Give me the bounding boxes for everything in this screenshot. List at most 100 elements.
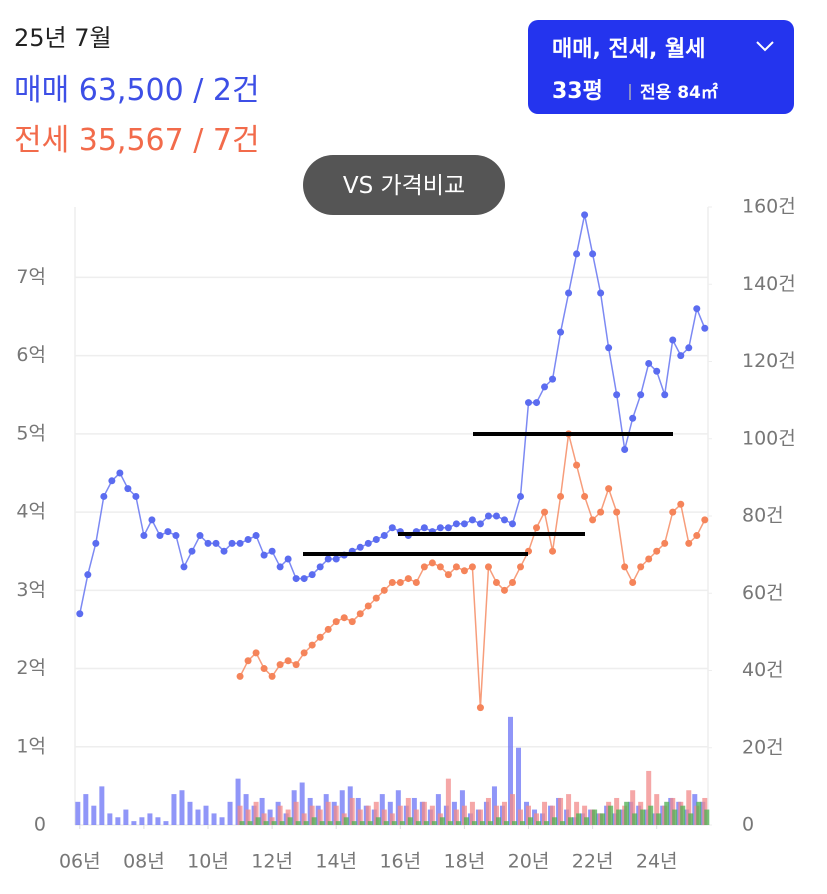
volume-bar xyxy=(534,813,540,825)
price-point xyxy=(508,578,516,586)
volume-bar xyxy=(461,805,467,825)
price-point xyxy=(356,610,364,618)
volume-bar xyxy=(279,821,285,825)
price-point xyxy=(412,578,420,586)
price-point xyxy=(396,578,404,586)
volume-bar xyxy=(493,805,499,825)
y-tick-label: 3억 xyxy=(16,579,46,601)
volume-bar xyxy=(295,821,301,825)
price-point xyxy=(452,520,460,528)
price-point xyxy=(100,492,108,500)
volume-bar xyxy=(485,797,491,825)
volume-bar xyxy=(261,813,267,825)
price-point xyxy=(268,547,276,555)
volume-bar xyxy=(339,790,345,825)
compare-label[interactable]: VS 가격비교 xyxy=(343,173,465,199)
price-point xyxy=(645,359,653,367)
volume-bar xyxy=(367,821,373,825)
volume-bar xyxy=(479,821,485,825)
price-point xyxy=(549,375,557,383)
filter-button[interactable]: 매매, 전세, 월세 33평 전용 84㎡ xyxy=(528,20,794,114)
price-point xyxy=(284,657,292,665)
price-point xyxy=(388,524,396,532)
volume-bar xyxy=(477,809,483,825)
volume-bar xyxy=(237,805,243,825)
chevron[interactable] xyxy=(756,41,774,52)
price-point xyxy=(492,512,500,520)
price-point xyxy=(621,563,629,571)
volume-bar xyxy=(179,790,185,825)
volume-bar xyxy=(413,809,419,825)
x-tick-label: 10년 xyxy=(187,851,229,873)
compare-bg[interactable] xyxy=(303,155,505,215)
price-point xyxy=(701,324,709,332)
volume-bar xyxy=(187,801,193,825)
volume-bar xyxy=(131,821,137,825)
price-point xyxy=(132,492,140,500)
volume-bar xyxy=(463,817,469,825)
volume-bar xyxy=(219,817,225,825)
y2-tick-label: 100건 xyxy=(742,427,796,449)
x-tick-label: 24년 xyxy=(636,851,678,873)
y-tick-label: 4억 xyxy=(16,501,46,523)
price-point xyxy=(533,524,541,532)
volume-bar xyxy=(383,821,389,825)
volume-bar xyxy=(343,817,349,825)
y2-tick-label: 0 xyxy=(742,814,754,836)
price-point xyxy=(300,649,308,657)
y2-tick-label: 160건 xyxy=(742,196,796,218)
volume-bar xyxy=(319,821,325,825)
y-tick-label: 2억 xyxy=(16,657,46,679)
price-point xyxy=(444,524,452,532)
volume-bar xyxy=(91,805,97,825)
volume-bar xyxy=(171,794,177,825)
volume-bar xyxy=(455,821,461,825)
compare-button[interactable]: VS 가격비교 xyxy=(303,155,505,215)
price-point xyxy=(148,516,156,524)
price-point xyxy=(581,211,589,219)
price-point xyxy=(565,289,573,297)
volume-bar xyxy=(582,805,588,825)
price-point xyxy=(653,547,661,555)
x-tick-label: 20년 xyxy=(508,851,550,873)
price-point xyxy=(597,508,605,516)
volume-bar xyxy=(391,821,397,825)
size[interactable]: 33평 xyxy=(552,79,603,104)
price-point xyxy=(276,563,284,571)
price-point xyxy=(308,571,316,579)
filter-label[interactable]: 매매, 전세, 월세 xyxy=(552,37,705,62)
volume-bar xyxy=(429,805,435,825)
volume-bar xyxy=(123,809,129,825)
volume-bar xyxy=(115,817,121,825)
volume-bar xyxy=(584,817,590,825)
volume-bar xyxy=(327,821,333,825)
volume-bar xyxy=(423,821,429,825)
price-point xyxy=(589,516,597,524)
volume-bar xyxy=(686,790,692,825)
volume-bar xyxy=(469,801,475,825)
price-point xyxy=(693,305,701,313)
price-point xyxy=(140,532,148,540)
price-point xyxy=(468,516,476,524)
price-point xyxy=(212,539,220,547)
volume-bar xyxy=(431,821,437,825)
y-tick-label: 1억 xyxy=(16,735,46,757)
price-point xyxy=(364,539,372,547)
volume-bar xyxy=(646,770,652,825)
volume-bar xyxy=(568,817,574,825)
price-point xyxy=(92,539,100,547)
area[interactable]: 전용 84㎡ xyxy=(640,82,718,103)
price-point xyxy=(621,446,629,454)
price-point xyxy=(685,344,693,352)
volume-bar xyxy=(253,801,259,825)
volume-bar xyxy=(704,809,710,825)
price-point xyxy=(573,250,581,258)
volume-bar xyxy=(518,809,524,825)
volume-bar xyxy=(263,821,269,825)
volume-bar xyxy=(445,778,451,825)
filter-bg[interactable] xyxy=(528,20,794,114)
volume-bar xyxy=(365,805,371,825)
volume-bar xyxy=(435,794,441,825)
volume-bar xyxy=(526,805,532,825)
